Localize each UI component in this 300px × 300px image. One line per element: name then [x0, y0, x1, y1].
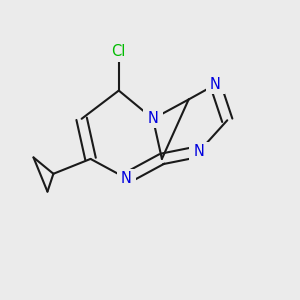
Text: Cl: Cl — [112, 44, 126, 59]
Bar — [143, 109, 163, 128]
Text: N: N — [121, 171, 132, 186]
Bar — [189, 142, 209, 161]
Bar — [117, 169, 136, 188]
Bar — [206, 75, 225, 94]
Text: N: N — [148, 111, 158, 126]
Bar — [104, 42, 134, 62]
Text: N: N — [210, 77, 221, 92]
Text: N: N — [194, 144, 205, 159]
